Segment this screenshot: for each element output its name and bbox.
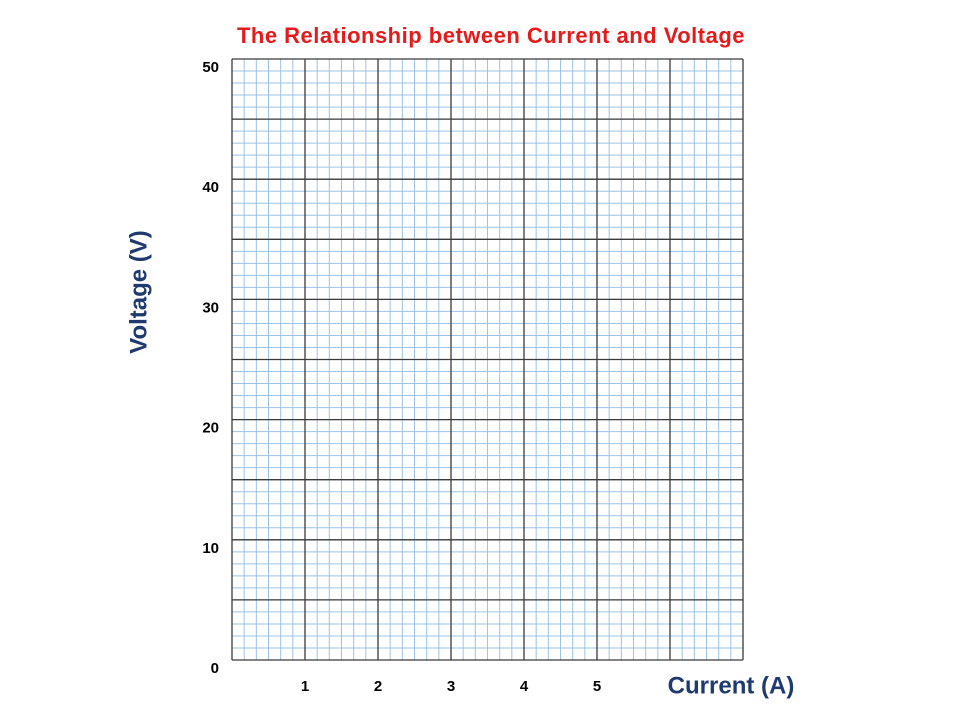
y-tick-label: 0: [211, 660, 219, 677]
y-axis-label: Voltage (V): [125, 230, 152, 354]
x-axis-label: Current (A): [668, 672, 795, 699]
x-tick-label: 1: [301, 678, 309, 695]
y-tick-label: 30: [202, 299, 219, 316]
y-tick-label: 10: [202, 540, 219, 557]
y-tick-label: 50: [202, 59, 219, 76]
chart-title: The Relationship between Current and Vol…: [237, 23, 745, 48]
x-tick-label: 3: [447, 678, 455, 695]
x-tick-label: 5: [593, 678, 601, 695]
x-tick-label: 2: [374, 678, 382, 695]
y-tick-label: 20: [202, 420, 219, 437]
y-tick-label: 40: [202, 179, 219, 196]
x-tick-label: 4: [520, 678, 529, 695]
